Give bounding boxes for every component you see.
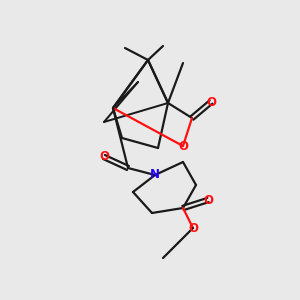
Text: O: O [99, 151, 109, 164]
Text: O: O [178, 140, 188, 152]
Text: O: O [203, 194, 213, 206]
Text: N: N [150, 169, 160, 182]
Text: O: O [188, 221, 198, 235]
Text: O: O [206, 95, 216, 109]
